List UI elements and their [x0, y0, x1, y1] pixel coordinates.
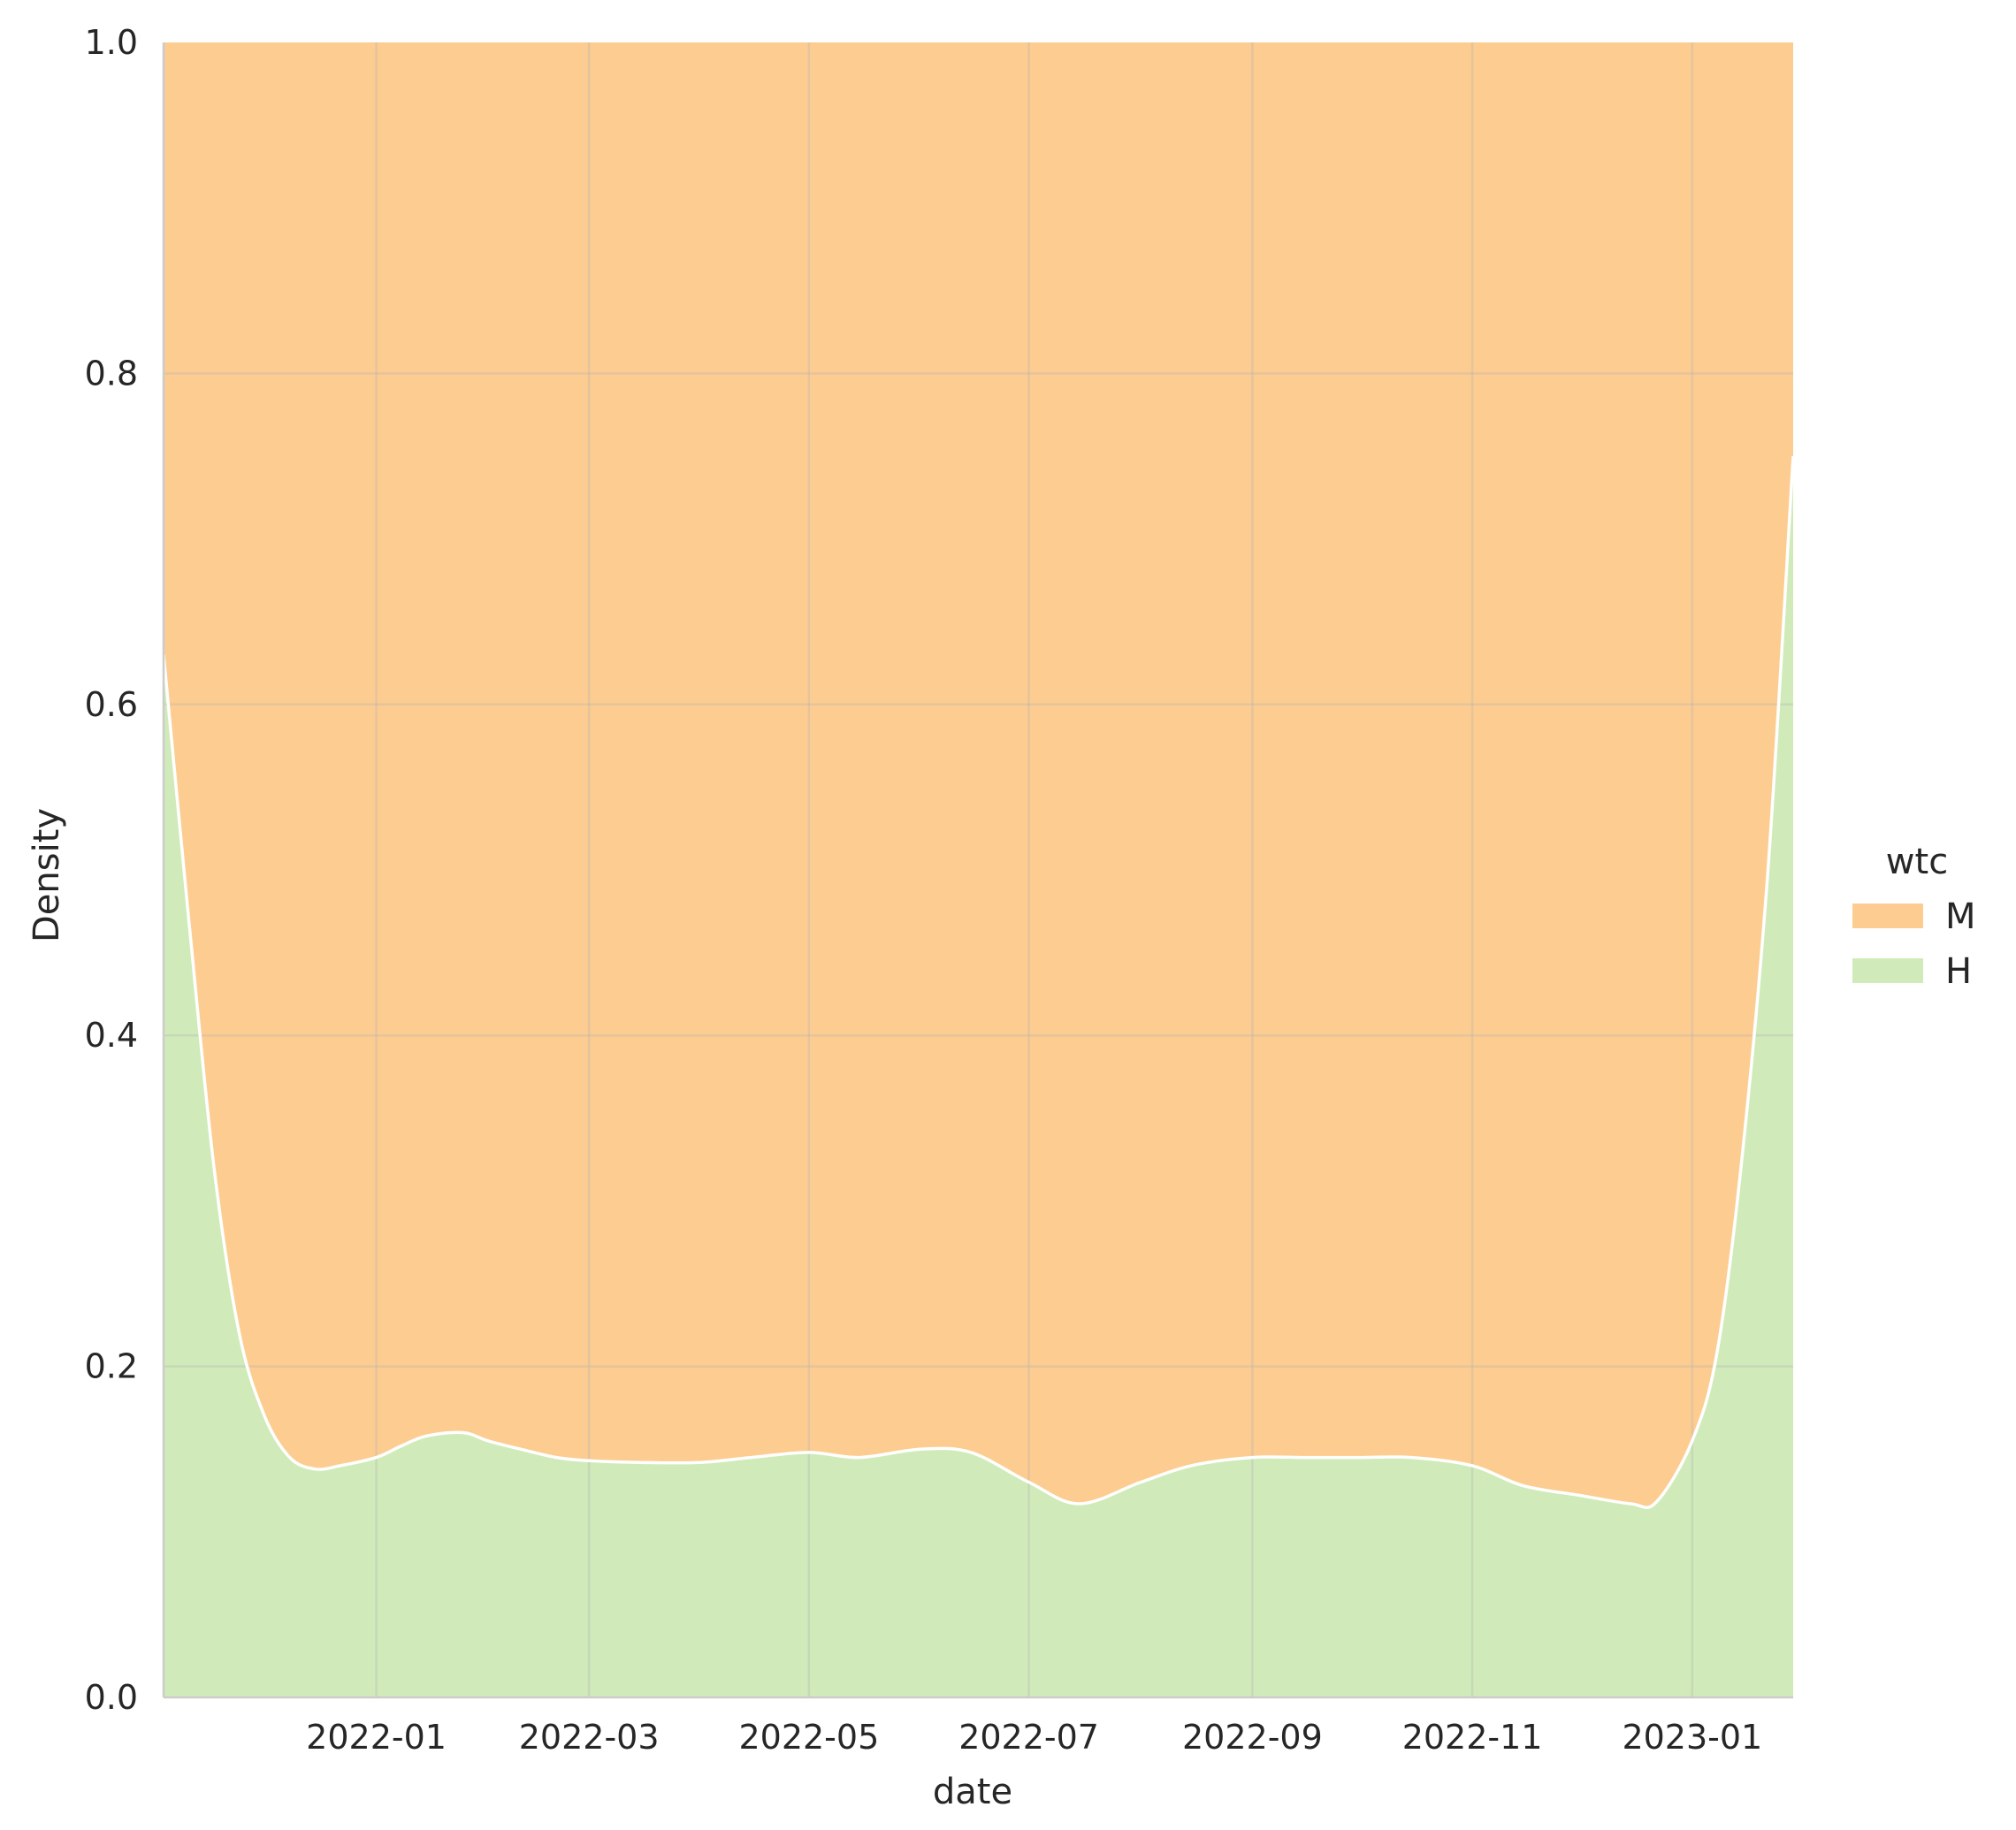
- x-tick-label: 2022-07: [958, 1718, 1099, 1757]
- series-h-area: [164, 456, 1793, 1697]
- legend-label-m: M: [1945, 896, 1976, 937]
- legend-swatch-m: [1852, 904, 1923, 928]
- x-tick-labels: 2022-01 2022-03 2022-05 2022-07 2022-09 2022-…: [306, 1718, 1762, 1757]
- legend: wtc M H: [1852, 842, 1976, 992]
- legend-label-h: H: [1945, 951, 1972, 992]
- y-tick-label: 0.4: [85, 1016, 138, 1055]
- y-tick-label: 0.2: [85, 1347, 138, 1386]
- y-tick-label: 0.8: [85, 354, 138, 393]
- x-tick-label: 2022-09: [1182, 1718, 1323, 1757]
- x-tick-label: 2023-01: [1622, 1718, 1762, 1757]
- grid-lines: [164, 42, 1793, 1697]
- legend-swatch-h: [1852, 958, 1923, 983]
- x-axis-title: date: [933, 1772, 1012, 1812]
- plot-area: [162, 42, 1795, 1699]
- series-m-area: [164, 42, 1793, 1697]
- x-tick-label: 2022-01: [306, 1718, 447, 1757]
- y-tick-label: 1.0: [85, 23, 138, 62]
- legend-title: wtc: [1886, 842, 1948, 882]
- x-tick-label: 2022-05: [738, 1718, 879, 1757]
- x-tick-label: 2022-11: [1402, 1718, 1543, 1757]
- series-h-boundary-line: [162, 455, 1795, 1509]
- y-tick-label: 0.0: [85, 1678, 138, 1717]
- y-axis-title: Density: [27, 808, 67, 942]
- y-tick-labels: 0.0 0.2 0.4 0.6 0.8 1.0: [85, 23, 138, 1717]
- x-tick-label: 2022-03: [519, 1718, 660, 1757]
- y-tick-label: 0.6: [85, 685, 138, 724]
